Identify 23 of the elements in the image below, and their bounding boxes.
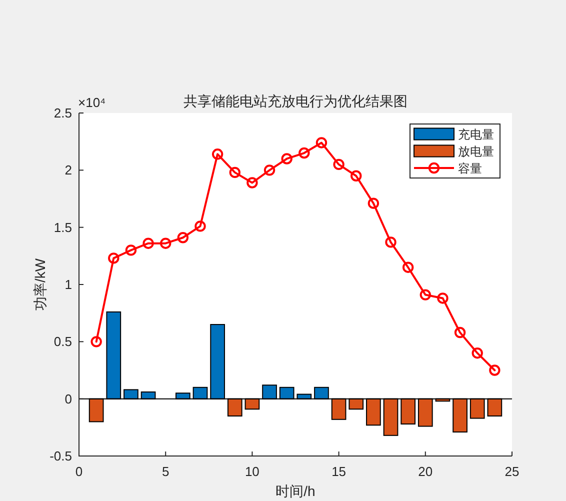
annotation: ×10⁴ bbox=[78, 95, 106, 110]
legend-item: 充电量 bbox=[414, 128, 494, 142]
legend-label: 容量 bbox=[458, 162, 482, 176]
y-tick: 2 bbox=[64, 162, 72, 178]
legend-label: 放电量 bbox=[458, 144, 494, 158]
x-tick: 0 bbox=[75, 464, 83, 479]
x-tick: 15 bbox=[332, 464, 346, 479]
ylabel: 功率/kW bbox=[32, 258, 48, 311]
y-tick: 0 bbox=[64, 391, 72, 406]
y-tick: 2.5 bbox=[54, 106, 72, 120]
legend-label: 充电量 bbox=[458, 128, 494, 142]
title: 共享储能电站充放电行为优化结果图 bbox=[184, 93, 408, 109]
xlabel: 时间/h bbox=[276, 483, 316, 499]
y-tick: 1.5 bbox=[54, 220, 72, 235]
y-tick: -0.5 bbox=[50, 448, 72, 464]
legend-item: 容量 bbox=[414, 162, 482, 176]
x-tick: 20 bbox=[418, 464, 433, 479]
x-tick: 25 bbox=[504, 464, 520, 479]
legend-item: 放电量 bbox=[414, 144, 494, 158]
x-tick: 5 bbox=[162, 464, 170, 479]
y-tick: 0.5 bbox=[54, 334, 72, 350]
x-tick: 10 bbox=[244, 464, 260, 479]
y-tick: 1 bbox=[64, 277, 72, 292]
